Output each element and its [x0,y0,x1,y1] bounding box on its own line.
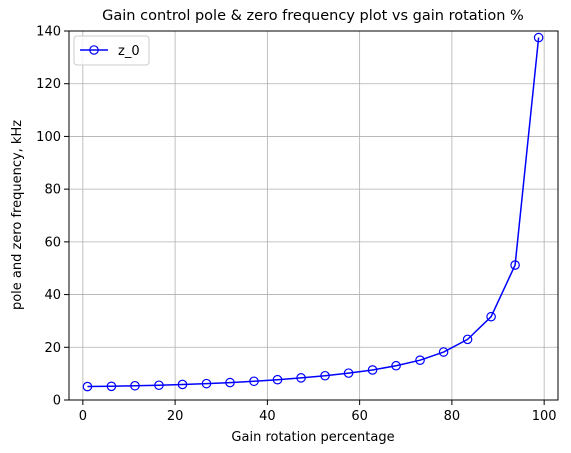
legend-marker [89,45,99,55]
data-point [343,368,354,378]
data-point [367,365,378,375]
y-tick-label: 40 [44,288,61,303]
data-point [249,376,259,387]
data-point [391,360,401,371]
x-tick-label: 60 [351,409,368,424]
data-point [106,381,117,392]
data-point [438,347,449,357]
x-tick-label: 80 [444,409,461,424]
y-tick-label: 120 [36,77,61,92]
legend-box [73,35,150,66]
data-point [415,355,425,366]
y-tick-label: 140 [36,25,61,40]
data-point [510,260,520,270]
x-tick-label: 20 [167,409,184,424]
x-tick-label: 40 [259,409,276,424]
data-point [225,377,235,388]
data-point [201,378,212,389]
data-point [154,380,164,391]
data-point [462,334,473,345]
legend: z_0 [73,35,150,66]
data-point [272,374,283,385]
grid [69,30,558,401]
data-point [82,381,93,392]
x-tick-label: 0 [79,409,87,424]
legend-label: z_0 [118,44,140,59]
x-axis-label: Gain rotation percentage [231,430,394,445]
x-tick-label: 100 [532,409,557,424]
data-point [533,32,544,43]
y-tick-label: 20 [44,341,61,356]
y-axis-label: pole and zero frequency, kHz [10,120,25,310]
series-layer [82,32,544,392]
ticks: 0 20 40 60 80 100 0 20 40 60 80 100 120 140 [36,25,556,425]
series-line [87,37,540,388]
y-tick-label: 100 [36,130,61,145]
plot-frame [68,30,559,401]
y-tick-label: 80 [44,183,61,198]
data-point [296,373,306,383]
data-point [130,380,140,391]
data-point [486,311,496,322]
chart-title: Gain control pole & zero frequency plot … [102,8,524,24]
y-tick-label: 60 [44,235,61,250]
data-point [320,370,330,381]
data-point [177,379,188,390]
y-tick-label: 0 [53,394,61,409]
